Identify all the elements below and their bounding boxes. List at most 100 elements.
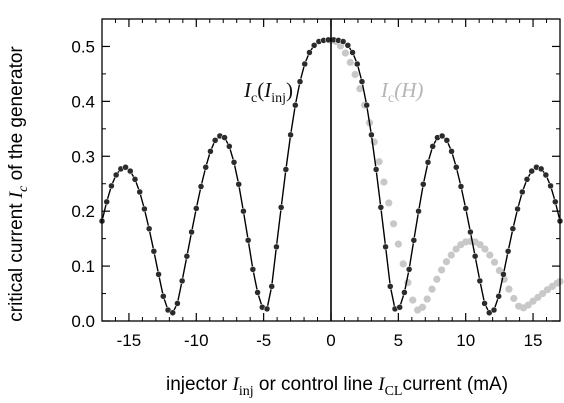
ic-inj-point: [443, 137, 451, 144]
ic-h-point: [351, 70, 359, 79]
ic-inj-point: [240, 207, 247, 215]
ic-h-point: [476, 241, 484, 249]
y-axis-title: critical current Ic of the generator: [6, 46, 31, 322]
ic-inj-point: [467, 228, 474, 236]
y-axis-title-sub: c: [16, 185, 31, 192]
ic-h-point: [486, 251, 494, 259]
ic-h-point: [505, 285, 513, 293]
x-tick-label: 15: [524, 331, 543, 350]
y-tick-label: 0.5: [71, 37, 95, 56]
ic-h-point: [389, 220, 398, 228]
ic-inj-point: [136, 188, 143, 196]
ic-inj-point: [438, 132, 446, 140]
ic-inj-point: [537, 165, 545, 173]
ic-inj-point: [344, 42, 352, 49]
y-tick-label: 0.4: [71, 92, 95, 111]
annotation-ic-h: Ic(H): [380, 78, 423, 106]
ic-inj-point: [306, 49, 313, 56]
y-axis-title-after: of the generator: [6, 46, 27, 186]
y-axis-title-var: I: [6, 190, 27, 199]
ic-inj-point: [211, 137, 219, 144]
ic-inj-point: [528, 167, 535, 175]
ic-inj-point: [169, 309, 176, 317]
ic-inj-point: [145, 225, 153, 233]
ic-inj-point: [131, 176, 139, 183]
ic-inj-point: [349, 49, 356, 56]
ic-inj-point: [268, 283, 275, 290]
ic-inj-point: [372, 166, 380, 173]
ic-inj-point: [448, 148, 455, 155]
ic-h-point: [490, 258, 499, 266]
ic-inj-point: [207, 148, 214, 155]
ic-inj-point: [193, 205, 200, 212]
ic-inj-point: [282, 166, 290, 173]
ic-inj-point: [150, 248, 158, 255]
ic-inj-point: [108, 182, 115, 190]
annotation-ic-h-sub: c: [388, 91, 394, 106]
y-tick-label: 0.2: [71, 202, 95, 221]
ic-h-point: [510, 294, 518, 303]
x-axis-title-var1: I: [232, 374, 241, 395]
ic-inj-point: [296, 78, 304, 85]
ic-inj-point: [368, 131, 375, 139]
ic-inj-point: [263, 305, 271, 313]
ic-inj-point: [509, 225, 517, 233]
ic-inj-point: [254, 289, 261, 296]
ic-inj-point: [122, 164, 129, 171]
ic-h-point: [433, 275, 441, 283]
ic-inj-point: [292, 101, 299, 109]
ic-inj-point: [230, 159, 238, 166]
ic-h-series: [327, 36, 564, 314]
ic-inj-point: [552, 198, 559, 206]
ic-h-point: [375, 158, 383, 166]
ic-h-point: [481, 245, 489, 253]
annotation-ic-h-text: (H): [394, 78, 423, 102]
x-axis-title-sub1: inj: [239, 384, 254, 399]
x-tick-label: -15: [117, 331, 142, 350]
ic-inj-point: [377, 204, 385, 211]
ic-inj-point: [160, 293, 167, 300]
annotation-ic-inj-argsub: inj: [271, 91, 286, 106]
x-axis-title-mid: or control line: [254, 374, 379, 395]
ic-inj-point: [277, 204, 285, 211]
ic-inj-point: [495, 293, 502, 300]
ic-inj-point: [221, 134, 228, 141]
ic-inj-point: [197, 183, 205, 190]
ic-h-point: [409, 296, 417, 304]
ic-inj-point: [542, 171, 550, 179]
ic-h-point: [428, 285, 436, 293]
y-tick-label: 0.1: [71, 257, 95, 276]
ic-inj-point: [141, 205, 148, 213]
ic-inj-point: [481, 300, 488, 307]
ic-inj-point: [500, 271, 507, 278]
x-axis-title-sub2: CL: [385, 384, 403, 399]
ic-inj-point: [202, 164, 209, 171]
ic-inj-point: [547, 182, 554, 190]
ic-inj-point: [476, 277, 484, 285]
ic-inj-point: [354, 60, 361, 68]
ic-h-point: [447, 251, 455, 259]
ic-inj-point: [401, 289, 408, 296]
x-axis-title-var2: I: [377, 374, 386, 395]
annotation-ic-inj-open: (: [257, 78, 264, 102]
ic-h-point: [380, 178, 388, 186]
ic-inj-point: [387, 283, 394, 290]
ic-inj-point: [273, 243, 280, 251]
ic-h-point: [529, 297, 537, 305]
annotation-ic-inj-sub: c: [251, 91, 257, 106]
ic-inj-point: [363, 101, 370, 109]
ic-inj-point: [301, 60, 308, 68]
ic-inj-point: [112, 171, 120, 179]
ic-inj-point: [405, 266, 413, 273]
ic-inj-point: [420, 181, 427, 188]
ic-inj-point: [103, 198, 110, 206]
ic-h-point: [442, 258, 451, 266]
x-tick-label: -5: [256, 331, 271, 350]
annotation-ic-h-var: I: [380, 78, 389, 102]
x-tick-label: 0: [326, 331, 335, 350]
ic-inj-point: [358, 78, 366, 85]
ic-inj-point: [504, 248, 512, 255]
ic-inj-point: [127, 167, 134, 175]
ic-inj-point: [523, 176, 531, 183]
